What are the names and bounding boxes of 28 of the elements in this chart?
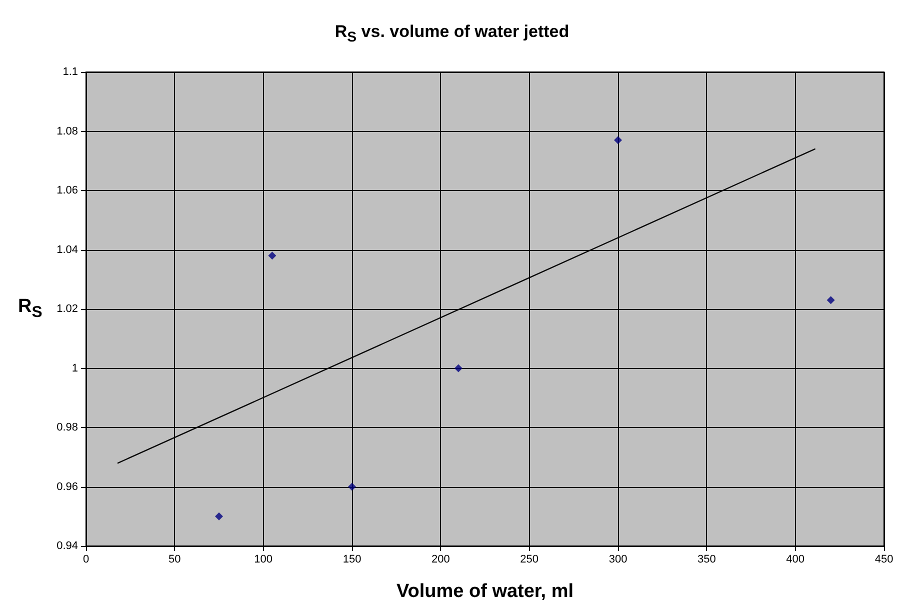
y-tick-label: 0.98 (56, 422, 78, 434)
y-tick-label: 1.08 (56, 125, 78, 138)
x-tick-label: 100 (254, 554, 273, 566)
y-tick-label: 1.04 (56, 244, 78, 256)
x-tick-label: 150 (342, 554, 362, 566)
x-axis-title: Volume of water, ml (396, 581, 574, 602)
x-tick-label: 350 (697, 554, 716, 566)
x-tick-label: 400 (786, 554, 805, 566)
x-tick-label: 450 (874, 554, 894, 566)
chart-title: R$_{S}$ vs. volume of water jetted (334, 22, 570, 46)
point (215, 512, 223, 520)
point (614, 136, 622, 144)
x-tick-label: 0 (82, 554, 90, 566)
point (268, 252, 276, 260)
y-tick-label: 1.02 (56, 303, 78, 315)
y-tick-label: 0.94 (56, 540, 78, 552)
point (826, 296, 835, 304)
y-tick-label: 1 (72, 362, 78, 374)
point (348, 482, 356, 491)
y-tick-label: 0.96 (56, 480, 78, 493)
y-axis-title: R$_{S}$ (18, 296, 42, 322)
x-tick-label: 300 (608, 554, 628, 566)
point (454, 364, 462, 372)
x-tick-label: 200 (431, 554, 450, 566)
y-tick-label: 1.06 (56, 184, 78, 196)
y-tick-label: 1.1 (62, 66, 78, 78)
x-tick-label: 250 (520, 554, 539, 566)
x-tick-label: 50 (168, 554, 181, 566)
